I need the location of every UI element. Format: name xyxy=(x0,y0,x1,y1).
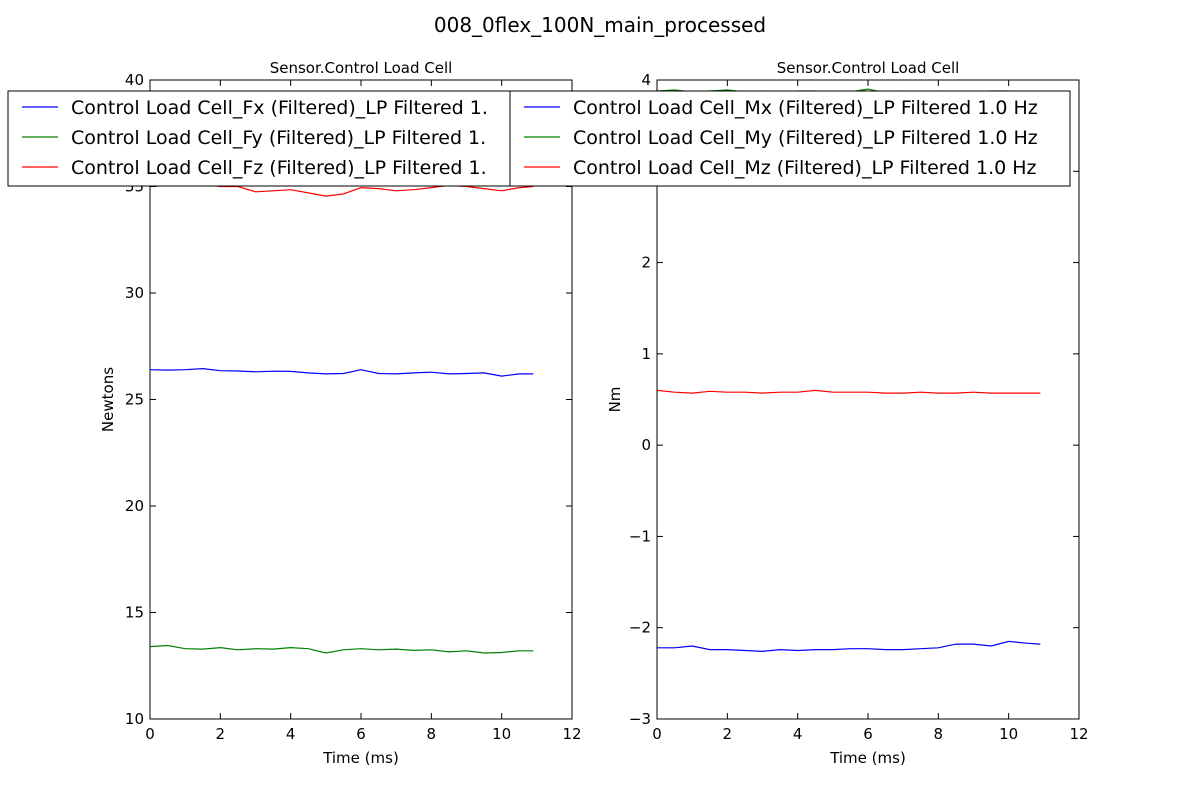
legend-entry-label: Control Load Cell_Fx (Filtered)_LP Filte… xyxy=(71,97,488,119)
y-tick-label: −2 xyxy=(629,619,651,637)
y-tick-label: 25 xyxy=(125,391,144,409)
legend-box xyxy=(509,90,1071,187)
legend-box xyxy=(7,90,519,187)
y-tick-label: 40 xyxy=(125,71,144,89)
series-line-1 xyxy=(150,644,534,654)
x-tick-label: 2 xyxy=(216,725,226,743)
x-tick-label: 12 xyxy=(562,725,581,743)
y-tick-label: 2 xyxy=(641,254,651,272)
x-axis-label: Time (ms) xyxy=(322,749,399,767)
series-line-0 xyxy=(150,367,534,377)
y-tick-label: 20 xyxy=(125,497,144,515)
x-tick-label: 6 xyxy=(356,725,366,743)
legend-entry-label: Control Load Cell_My (Filtered)_LP Filte… xyxy=(573,127,1038,149)
legend-entry-label: Control Load Cell_Mz (Filtered)_LP Filte… xyxy=(573,157,1037,179)
y-axis-label: Newtons xyxy=(99,367,117,432)
chart-forces: 02468101210152025303540Sensor.Control Lo… xyxy=(99,59,582,767)
x-tick-label: 0 xyxy=(145,725,155,743)
series-line-0 xyxy=(657,640,1041,653)
chart-title: Sensor.Control Load Cell xyxy=(270,59,453,77)
y-tick-label: −1 xyxy=(629,527,651,545)
legend-forces: Control Load Cell_Fx (Filtered)_LP Filte… xyxy=(7,90,519,187)
x-tick-label: 8 xyxy=(427,725,437,743)
x-tick-label: 6 xyxy=(863,725,873,743)
legend-moments: Control Load Cell_Mx (Filtered)_LP Filte… xyxy=(509,90,1071,187)
x-tick-label: 2 xyxy=(723,725,733,743)
y-tick-label: 4 xyxy=(641,71,651,89)
x-axis-label: Time (ms) xyxy=(829,749,906,767)
y-tick-label: 15 xyxy=(125,604,144,622)
x-tick-label: 10 xyxy=(999,725,1018,743)
legend-entry-label: Control Load Cell_Fz (Filtered)_LP Filte… xyxy=(71,157,487,179)
y-tick-label: 10 xyxy=(125,710,144,728)
series-line-2 xyxy=(657,389,1041,394)
x-tick-label: 8 xyxy=(934,725,944,743)
legend-entry-label: Control Load Cell_Fy (Filtered)_LP Filte… xyxy=(71,127,486,149)
figure-title: 008_0flex_100N_main_processed xyxy=(434,13,766,37)
y-tick-label: 0 xyxy=(641,436,651,454)
chart-title: Sensor.Control Load Cell xyxy=(777,59,960,77)
x-tick-label: 10 xyxy=(492,725,511,743)
x-tick-label: 12 xyxy=(1069,725,1088,743)
y-tick-label: −3 xyxy=(629,710,651,728)
x-tick-label: 4 xyxy=(793,725,803,743)
y-tick-label: 30 xyxy=(125,284,144,302)
y-tick-label: 1 xyxy=(641,345,651,363)
x-tick-label: 0 xyxy=(652,725,662,743)
x-tick-label: 4 xyxy=(286,725,296,743)
y-axis-label: Nm xyxy=(606,387,624,413)
legend-entry-label: Control Load Cell_Mx (Filtered)_LP Filte… xyxy=(573,97,1038,119)
